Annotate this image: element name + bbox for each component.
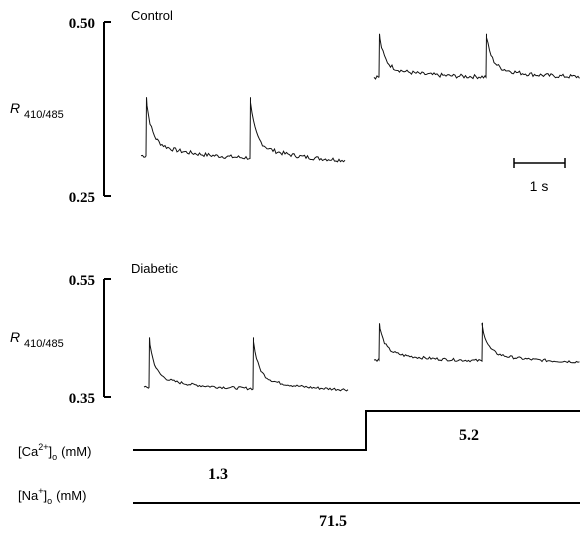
sodium-label-end: ]	[44, 488, 48, 503]
y-axis-label-diabetic-main: R	[10, 329, 20, 345]
sodium-value: 71.5	[319, 513, 347, 530]
trace-control-1-3-mM	[140, 97, 346, 163]
panel-title-control: Control	[131, 8, 173, 23]
trace-control-5-2-mM	[373, 33, 580, 80]
y-axis-label-diabetic-sub: 410/485	[24, 338, 64, 350]
calcium-label-sub: o	[52, 452, 57, 462]
calcium-label: [Ca2+]o (mM)	[18, 442, 91, 462]
calcium-protocol: [Ca2+]o (mM) 1.3 5.2	[18, 410, 580, 483]
panel-title-diabetic: Diabetic	[131, 261, 178, 276]
calcium-label-end: ]	[49, 444, 53, 459]
trace-diabetic-5-2-mM	[373, 322, 580, 364]
sodium-label-main: [Na	[18, 488, 39, 503]
scale-bar-label: 1 s	[530, 178, 549, 194]
y-tick-label-bottom-control: 0.25	[69, 190, 95, 206]
calcium-step-line	[133, 410, 580, 451]
trace-diabetic-1-3-mM	[143, 337, 349, 392]
y-axis-label-control-main: R	[10, 100, 20, 116]
sodium-label: [Na+]o (mM)	[18, 486, 86, 506]
sodium-label-sub: o	[47, 496, 52, 506]
calcium-high-value: 5.2	[459, 427, 479, 444]
calcium-low-value: 1.3	[208, 466, 228, 483]
time-scale-bar: 1 s	[513, 158, 566, 194]
calcium-label-sup: 2+	[38, 442, 48, 452]
y-tick-label-top-diabetic: 0.55	[69, 273, 95, 289]
y-tick-label-bottom-diabetic: 0.35	[69, 391, 95, 407]
sodium-protocol: [Na+]o (mM) 71.5	[18, 486, 580, 530]
calcium-label-main: [Ca	[18, 444, 39, 459]
y-tick-label-top-control: 0.50	[69, 16, 95, 32]
calcium-label-unit: (mM)	[61, 444, 91, 459]
y-axis-label-control-sub: 410/485	[24, 109, 64, 121]
sodium-label-sup: +	[38, 486, 43, 496]
sodium-label-unit: (mM)	[56, 488, 86, 503]
